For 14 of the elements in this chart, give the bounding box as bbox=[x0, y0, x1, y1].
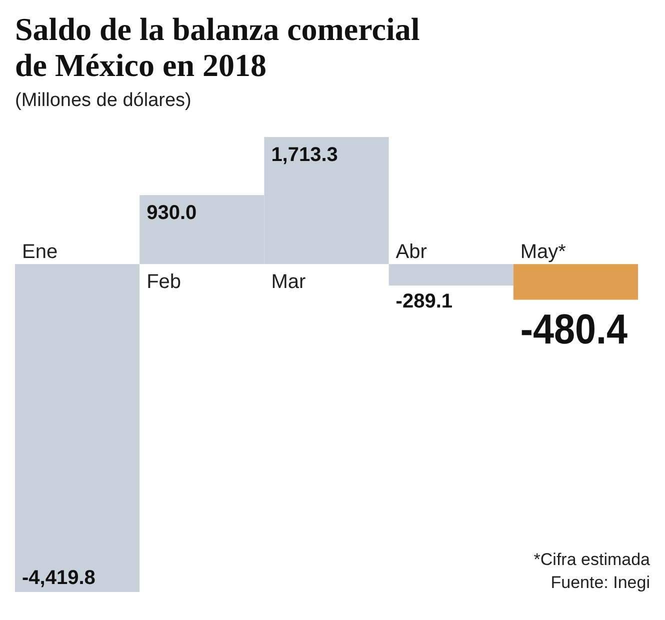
data-label: -289.1 bbox=[396, 290, 453, 313]
data-label: 930.0 bbox=[146, 202, 197, 224]
annotation: Fuente: Inegi bbox=[550, 573, 650, 592]
x-tick-label: May* bbox=[520, 241, 566, 264]
annotation: *Cifra estimada bbox=[534, 550, 651, 569]
data-label: -480.4 bbox=[520, 306, 628, 354]
data-label: -4,419.8 bbox=[22, 567, 96, 589]
chart-title: Saldo de la balanza comercial de México en 2018 bbox=[15, 11, 420, 83]
x-tick-label: Ene bbox=[22, 241, 58, 264]
x-tick-label: Abr bbox=[396, 241, 428, 264]
data-label: 1,713.3 bbox=[271, 144, 338, 166]
x-tick-label: Feb bbox=[146, 271, 182, 294]
chart-subtitle: (Millones de dólares) bbox=[15, 90, 192, 111]
x-tick-label: Mar bbox=[271, 271, 306, 294]
